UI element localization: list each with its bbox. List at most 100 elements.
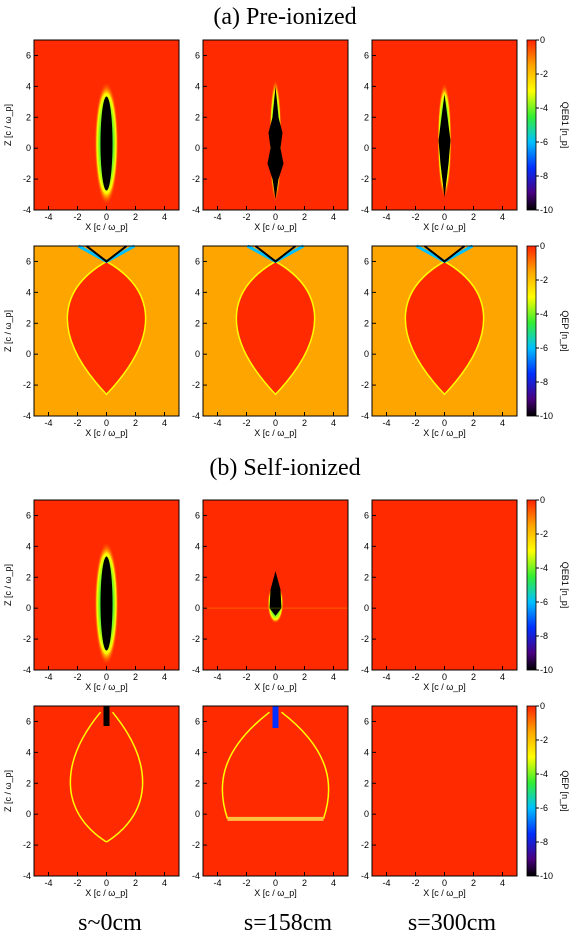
y-tick-label: -2 bbox=[23, 380, 31, 390]
heatmap-field bbox=[203, 706, 348, 876]
x-tick-label: 2 bbox=[302, 878, 307, 888]
electron-sheath-left bbox=[69, 711, 107, 843]
x-tick-label: 4 bbox=[500, 878, 505, 888]
x-tick-label: 2 bbox=[133, 212, 138, 222]
x-tick-label: 4 bbox=[162, 212, 167, 222]
x-tick-label: 2 bbox=[133, 878, 138, 888]
electron-sheath-left bbox=[221, 711, 270, 820]
y-tick-label: 2 bbox=[195, 572, 200, 582]
y-tick-label: 6 bbox=[195, 256, 200, 266]
wake-spike bbox=[85, 245, 128, 263]
y-tick-label: 2 bbox=[364, 778, 369, 788]
y-tick-label: 0 bbox=[26, 809, 31, 819]
y-tick-label: -2 bbox=[23, 840, 31, 850]
heatmap-field bbox=[34, 706, 179, 876]
colorbar-tick-label: -2 bbox=[540, 735, 548, 745]
blowout-cavity bbox=[404, 260, 485, 396]
colorbar-0: 0 -2 -4 -6 -8 -10 QEB1 [n_p] bbox=[526, 35, 570, 215]
y-tick-label: 0 bbox=[26, 603, 31, 613]
x-tick-label: 0 bbox=[273, 212, 278, 222]
colorbar-tick-label: -8 bbox=[540, 377, 548, 387]
electron-spike bbox=[103, 706, 110, 726]
colorbar-1: 0 -2 -4 -6 -8 -10 QEP [n_p] bbox=[526, 241, 570, 421]
y-tick-label: -4 bbox=[23, 411, 31, 421]
x-tick-label: 0 bbox=[442, 418, 447, 428]
y-axis-label: Z [c / ω_p] bbox=[3, 770, 13, 812]
column-label-s300: s=300cm bbox=[407, 910, 497, 936]
y-tick-label: -4 bbox=[192, 205, 200, 215]
y-tick-label: 2 bbox=[364, 572, 369, 582]
y-tick-label: 2 bbox=[26, 572, 31, 582]
y-tick-label: 0 bbox=[195, 143, 200, 153]
electron-sheath-right bbox=[281, 711, 330, 820]
colorbar-tick-label: 0 bbox=[540, 241, 545, 251]
heatmap-panel-r2-c0: -4 -2 0 2 4 -4 -2 0 2 4 6 X [c / ω_p] Z [c / ω_p] bbox=[3, 499, 180, 692]
colorbar-tick-label: -8 bbox=[540, 171, 548, 181]
y-axis-label: Z [c / ω_p] bbox=[3, 104, 13, 146]
y-tick-label: 4 bbox=[26, 81, 31, 91]
heatmap-panel-r0-c0: -4 -2 0 2 4 -4 -2 0 2 4 6 X [c / ω_p] Z [c / ω_p] bbox=[3, 39, 180, 232]
colorbar-tick-label: -4 bbox=[540, 103, 548, 113]
x-tick-label: -4 bbox=[213, 878, 221, 888]
heatmap-panel-r0-c1: -4 -2 0 2 4 -4 -2 0 2 4 6 X [c / ω_p] bbox=[192, 39, 349, 232]
colorbar-tick-label: -10 bbox=[540, 411, 553, 421]
x-tick-label: -2 bbox=[411, 878, 419, 888]
x-axis-label: X [c / ω_p] bbox=[254, 888, 297, 898]
heatmap-panel-r2-c2: -4 -2 0 2 4 -4 -2 0 2 4 6 X [c / ω_p] bbox=[361, 499, 518, 692]
x-tick-label: 2 bbox=[471, 878, 476, 888]
colorbar-tick-label: 0 bbox=[540, 35, 545, 45]
beam-filament bbox=[438, 94, 451, 198]
heatmap-field bbox=[372, 500, 517, 670]
x-tick-label: -4 bbox=[44, 212, 52, 222]
colorbar-gradient bbox=[526, 245, 537, 417]
x-tick-label: 4 bbox=[162, 418, 167, 428]
y-tick-label: 4 bbox=[195, 81, 200, 91]
x-tick-label: 0 bbox=[104, 212, 109, 222]
heatmap-field bbox=[372, 706, 517, 876]
y-tick-label: -2 bbox=[23, 634, 31, 644]
y-tick-label: 6 bbox=[26, 716, 31, 726]
y-tick-label: -2 bbox=[361, 634, 369, 644]
y-tick-label: -4 bbox=[361, 411, 369, 421]
colorbar-tick-label: -4 bbox=[540, 769, 548, 779]
colorbar-label: QEP [n_p] bbox=[560, 770, 570, 811]
colorbar-tick-label: -6 bbox=[540, 343, 548, 353]
heatmap-panel-r1-c0: -4 -2 0 2 4 -4 -2 0 2 4 6 X [c / ω_p] Z [c / ω_p] bbox=[3, 244, 180, 438]
y-tick-label: 6 bbox=[364, 510, 369, 520]
x-tick-label: -2 bbox=[411, 418, 419, 428]
x-tick-label: -4 bbox=[382, 878, 390, 888]
column-label-s158: s=158cm bbox=[243, 910, 333, 936]
x-tick-label: 2 bbox=[133, 418, 138, 428]
y-tick-label: 0 bbox=[26, 349, 31, 359]
y-tick-label: -2 bbox=[361, 840, 369, 850]
y-tick-label: 6 bbox=[195, 716, 200, 726]
y-tick-label: -2 bbox=[192, 380, 200, 390]
x-tick-label: -2 bbox=[73, 878, 81, 888]
colorbar-gradient bbox=[526, 499, 537, 671]
colorbar-tick-label: -10 bbox=[540, 205, 553, 215]
y-tick-label: 4 bbox=[26, 287, 31, 297]
x-tick-label: -4 bbox=[382, 672, 390, 682]
y-tick-label: 4 bbox=[26, 747, 31, 757]
y-tick-label: -4 bbox=[192, 665, 200, 675]
x-tick-label: 4 bbox=[162, 672, 167, 682]
section-b-title: (b) Self-ionized bbox=[209, 455, 361, 481]
y-tick-label: 0 bbox=[364, 809, 369, 819]
x-axis-label: X [c / ω_p] bbox=[85, 428, 128, 438]
y-tick-label: 2 bbox=[195, 112, 200, 122]
y-tick-label: -2 bbox=[192, 840, 200, 850]
y-tick-label: 0 bbox=[364, 603, 369, 613]
blowout-cavity bbox=[235, 260, 316, 396]
colorbar-gradient bbox=[526, 39, 537, 211]
x-axis-label: X [c / ω_p] bbox=[85, 682, 128, 692]
x-tick-label: 4 bbox=[500, 672, 505, 682]
colorbar-tick-label: -6 bbox=[540, 803, 548, 813]
colorbar-label: QEB1 [n_p] bbox=[560, 562, 570, 609]
x-tick-label: -2 bbox=[242, 418, 250, 428]
y-tick-label: 0 bbox=[364, 143, 369, 153]
y-tick-label: 0 bbox=[195, 603, 200, 613]
x-tick-label: -4 bbox=[382, 212, 390, 222]
x-tick-label: 0 bbox=[442, 212, 447, 222]
x-tick-label: -4 bbox=[44, 672, 52, 682]
x-tick-label: 0 bbox=[442, 672, 447, 682]
